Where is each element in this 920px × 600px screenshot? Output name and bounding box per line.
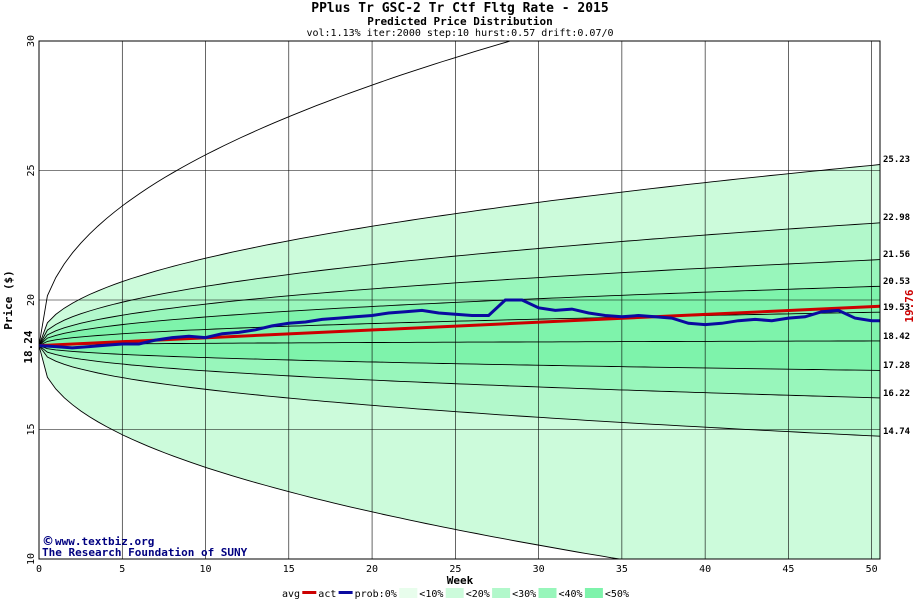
band-label-19.53: 19.53 xyxy=(883,303,910,313)
legend-swatch-avg xyxy=(302,591,317,594)
legend-label-2: prob:0% xyxy=(355,589,397,600)
x-tick-20: 20 xyxy=(366,564,378,575)
x-tick-40: 40 xyxy=(699,564,711,575)
percentile-curves xyxy=(39,41,880,559)
x-tick-10: 10 xyxy=(200,564,212,575)
legend-swatch-band-2 xyxy=(399,588,418,598)
x-axis-ticks: 0 5 10 15 20 25 30 35 40 45 50 xyxy=(36,564,878,575)
curve-lo40 xyxy=(39,340,880,347)
band-label-21.56: 21.56 xyxy=(883,250,910,260)
y-axis-label: Price ($) xyxy=(2,270,15,330)
legend-swatch-band-6 xyxy=(584,588,603,598)
band-10pct-lower xyxy=(39,345,880,559)
band-label-22.98: 22.98 xyxy=(883,213,910,223)
band-30pct-lower xyxy=(39,345,880,398)
curve-hi30 xyxy=(39,285,880,346)
curve-lo10 xyxy=(39,345,880,437)
legend-label-1: act xyxy=(318,589,336,600)
curve-hi20 xyxy=(39,259,880,346)
curve-hi40 xyxy=(39,311,880,347)
band-label-14.74: 14.74 xyxy=(883,427,911,437)
chart-params: vol:1.13% iter:2000 step:10 hurst:0.57 d… xyxy=(306,28,613,39)
y-axis-ticks: 10 15 20 25 30 xyxy=(26,35,37,565)
curve-lo20 xyxy=(39,345,880,399)
curve-lo0 xyxy=(39,345,880,559)
chart-title: PPlus Tr GSC-2 Tr Ctf Fltg Rate - 2015 xyxy=(311,1,608,16)
x-tick-0: 0 xyxy=(36,564,42,575)
legend-label-6: <40% xyxy=(559,589,583,600)
x-tick-15: 15 xyxy=(283,564,295,575)
actual-line xyxy=(39,298,880,350)
band-20pct-upper xyxy=(39,259,880,346)
x-axis-label: Week xyxy=(447,574,474,587)
x-tick-50: 50 xyxy=(866,564,878,575)
y-tick-30: 30 xyxy=(26,35,37,47)
band-10pct-upper xyxy=(39,222,880,346)
legend-label-0: avg xyxy=(282,589,300,600)
band-label-18.42: 18.42 xyxy=(883,332,910,342)
plot-frame xyxy=(38,40,881,560)
price-series xyxy=(39,298,880,350)
x-tick-5: 5 xyxy=(119,564,125,575)
legend-label-5: <30% xyxy=(512,589,536,600)
y-tick-20: 20 xyxy=(26,294,37,306)
chart-subtitle: Predicted Price Distribution xyxy=(367,15,552,28)
legend-swatch-act xyxy=(338,591,353,594)
band-end-labels: 25.23 22.98 21.56 20.53 19.53 18.42 17.28 16.22… xyxy=(883,155,911,437)
credit-website: www.textbiz.org xyxy=(55,535,154,548)
band-0pct-upper xyxy=(39,164,880,346)
legend: avg act prob:0% <10% <20% <30% <40% <50% xyxy=(282,588,629,600)
curve-hi0 xyxy=(39,164,880,346)
x-tick-30: 30 xyxy=(533,564,545,575)
curve-top xyxy=(39,41,880,346)
x-tick-35: 35 xyxy=(616,564,628,575)
band-label-25.23: 25.23 xyxy=(883,155,910,165)
start-price-label: 18.24 xyxy=(22,330,35,363)
band-40pct-upper xyxy=(39,312,880,346)
curve-hi10 xyxy=(39,222,880,346)
legend-label-3: <10% xyxy=(419,589,443,600)
curve-lo30 xyxy=(39,345,880,371)
band-label-16.22: 16.22 xyxy=(883,389,910,399)
band-label-17.28: 17.28 xyxy=(883,361,910,371)
band-40pct-lower xyxy=(39,340,880,371)
y-tick-25: 25 xyxy=(26,164,37,176)
credit-organization: The Research Foundation of SUNY xyxy=(42,546,248,559)
end-actual-price-label: 19.76 xyxy=(903,289,916,322)
legend-label-7: <50% xyxy=(605,589,629,600)
legend-swatch-band-4 xyxy=(492,588,511,598)
y-tick-15: 15 xyxy=(26,423,37,435)
x-tick-25: 25 xyxy=(449,564,461,575)
avg-line xyxy=(39,304,880,348)
band-20pct-lower xyxy=(39,345,880,437)
legend-swatch-band-3 xyxy=(445,588,464,598)
x-tick-45: 45 xyxy=(782,564,794,575)
legend-swatch-band-5 xyxy=(538,588,557,598)
legend-label-4: <20% xyxy=(466,589,490,600)
y-tick-10: 10 xyxy=(26,553,37,565)
band-label-20.53: 20.53 xyxy=(883,277,910,287)
credit-copyright-symbol: © xyxy=(42,534,54,548)
